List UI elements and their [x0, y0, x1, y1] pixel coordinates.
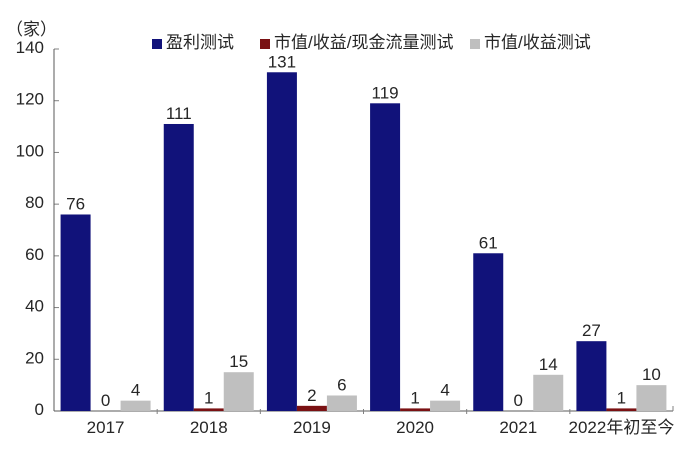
svg-text:1: 1	[617, 388, 626, 407]
svg-text:119: 119	[372, 83, 399, 102]
svg-text:80: 80	[25, 193, 44, 212]
svg-text:2019: 2019	[293, 418, 331, 437]
svg-text:0: 0	[514, 391, 523, 410]
svg-text:20: 20	[25, 348, 44, 367]
svg-text:61: 61	[479, 233, 498, 252]
svg-text:0: 0	[35, 400, 44, 419]
svg-text:76: 76	[66, 194, 85, 213]
svg-text:4: 4	[131, 381, 140, 400]
svg-text:市值/收益/现金流量测试: 市值/收益/现金流量测试	[274, 33, 453, 52]
svg-text:4: 4	[440, 381, 449, 400]
svg-text:0: 0	[101, 391, 110, 410]
svg-text:131: 131	[268, 52, 296, 71]
svg-text:市值/收益测试: 市值/收益测试	[484, 33, 591, 52]
svg-text:2017: 2017	[87, 418, 125, 437]
svg-text:111: 111	[166, 104, 192, 123]
svg-text:10: 10	[642, 365, 661, 384]
svg-text:2021: 2021	[499, 418, 537, 437]
svg-text:140: 140	[16, 38, 44, 57]
svg-text:120: 120	[16, 90, 44, 109]
svg-text:100: 100	[16, 141, 44, 160]
svg-text:60: 60	[25, 245, 44, 264]
svg-text:40: 40	[25, 297, 44, 316]
svg-text:1: 1	[204, 388, 213, 407]
svg-text:2018: 2018	[190, 418, 228, 437]
svg-text:2022年初至今: 2022年初至今	[569, 418, 675, 437]
svg-text:2: 2	[307, 386, 316, 405]
svg-text:14: 14	[539, 355, 558, 374]
svg-text:盈利测试: 盈利测试	[166, 33, 234, 52]
svg-text:15: 15	[229, 352, 248, 371]
svg-text:27: 27	[582, 321, 601, 340]
svg-text:1: 1	[410, 388, 419, 407]
svg-text:（家）: （家）	[6, 20, 57, 39]
svg-text:2020: 2020	[396, 418, 434, 437]
svg-text:6: 6	[337, 375, 346, 394]
